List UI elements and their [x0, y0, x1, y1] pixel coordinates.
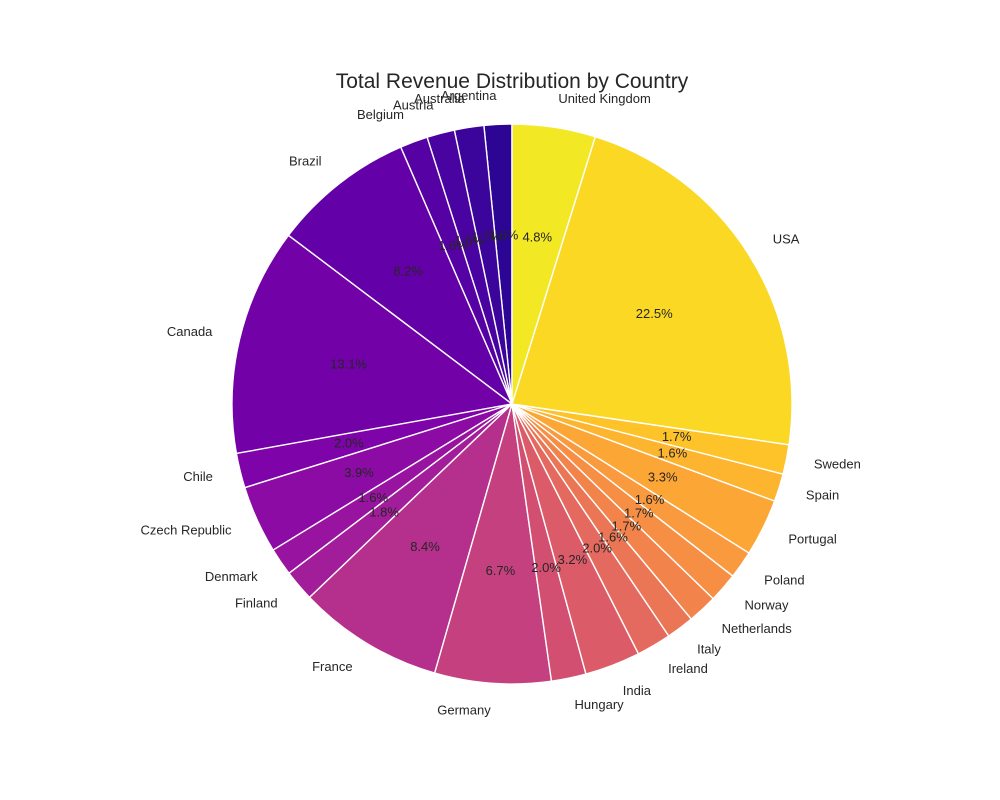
- slice-label-spain: Spain: [806, 487, 839, 502]
- slice-label-germany: Germany: [437, 703, 491, 718]
- percent-label-italy: 1.6%: [598, 530, 628, 545]
- percent-label-united-kingdom: 4.8%: [522, 229, 552, 244]
- slice-label-denmark: Denmark: [205, 569, 258, 584]
- percent-label-netherlands: 1.7%: [612, 519, 642, 534]
- slice-label-norway: Norway: [744, 597, 789, 612]
- percent-label-canada: 13.1%: [330, 356, 367, 371]
- percent-label-australia: 1.7%: [471, 229, 501, 244]
- slice-label-czech-republic: Czech Republic: [140, 523, 232, 538]
- slice-label-italy: Italy: [697, 642, 721, 657]
- percent-label-usa: 22.5%: [636, 306, 673, 321]
- slice-label-france: France: [312, 659, 352, 674]
- slice-label-ireland: Ireland: [668, 661, 708, 676]
- slice-label-india: India: [623, 683, 652, 698]
- slice-label-netherlands: Netherlands: [722, 621, 793, 636]
- percent-label-brazil: 8.2%: [393, 263, 423, 278]
- pie-slices: [231, 123, 793, 685]
- percent-label-finland: 1.8%: [369, 504, 399, 519]
- percent-label-ireland: 2.0%: [582, 540, 612, 555]
- chart-title: Total Revenue Distribution by Country: [336, 70, 689, 93]
- slice-label-australia: Australia: [414, 91, 465, 106]
- pie-slice-brazil: [287, 146, 514, 407]
- percent-label-poland: 1.6%: [635, 492, 665, 507]
- slice-label-usa: USA: [773, 231, 800, 246]
- pie-slice-united-kingdom: [511, 123, 597, 405]
- percent-labels: 1.6%1.7%1.6%1.6%8.2%13.1%2.0%3.9%1.6%1.8…: [330, 228, 692, 578]
- slice-label-hungary: Hungary: [575, 697, 625, 712]
- percent-label-norway: 1.7%: [624, 506, 654, 521]
- pie-slice-germany: [433, 403, 553, 685]
- slice-label-argentina: Argentina: [441, 88, 497, 103]
- pie-slice-usa: [511, 135, 793, 446]
- percent-label-germany: 6.7%: [486, 563, 516, 578]
- percent-label-portugal: 3.3%: [648, 470, 678, 485]
- percent-label-denmark: 1.6%: [358, 490, 388, 505]
- percent-label-belgium: 1.6%: [438, 238, 468, 253]
- percent-label-austria: 1.6%: [454, 233, 484, 248]
- slice-label-brazil: Brazil: [289, 153, 322, 168]
- slice-label-austria: Austria: [393, 98, 434, 113]
- percent-label-spain: 1.6%: [658, 446, 688, 461]
- slice-label-united-kingdom: United Kingdom: [558, 91, 651, 106]
- percent-label-hungary: 2.0%: [531, 560, 561, 575]
- percent-label-chile: 2.0%: [334, 435, 364, 450]
- slice-label-finland: Finland: [235, 595, 278, 610]
- slice-label-sweden: Sweden: [814, 457, 861, 472]
- percent-label-argentina: 1.6%: [489, 228, 519, 243]
- percent-label-france: 8.4%: [410, 539, 440, 554]
- percent-label-india: 3.2%: [558, 552, 588, 567]
- pie-slice-canada: [231, 234, 514, 455]
- percent-label-czech-republic: 3.9%: [344, 465, 374, 480]
- slice-label-belgium: Belgium: [357, 107, 404, 122]
- slice-label-portugal: Portugal: [788, 531, 837, 546]
- slice-label-canada: Canada: [167, 324, 213, 339]
- pie-slice-france: [308, 401, 514, 674]
- slice-label-poland: Poland: [764, 572, 804, 587]
- slice-label-chile: Chile: [183, 469, 213, 484]
- percent-label-sweden: 1.7%: [662, 429, 692, 444]
